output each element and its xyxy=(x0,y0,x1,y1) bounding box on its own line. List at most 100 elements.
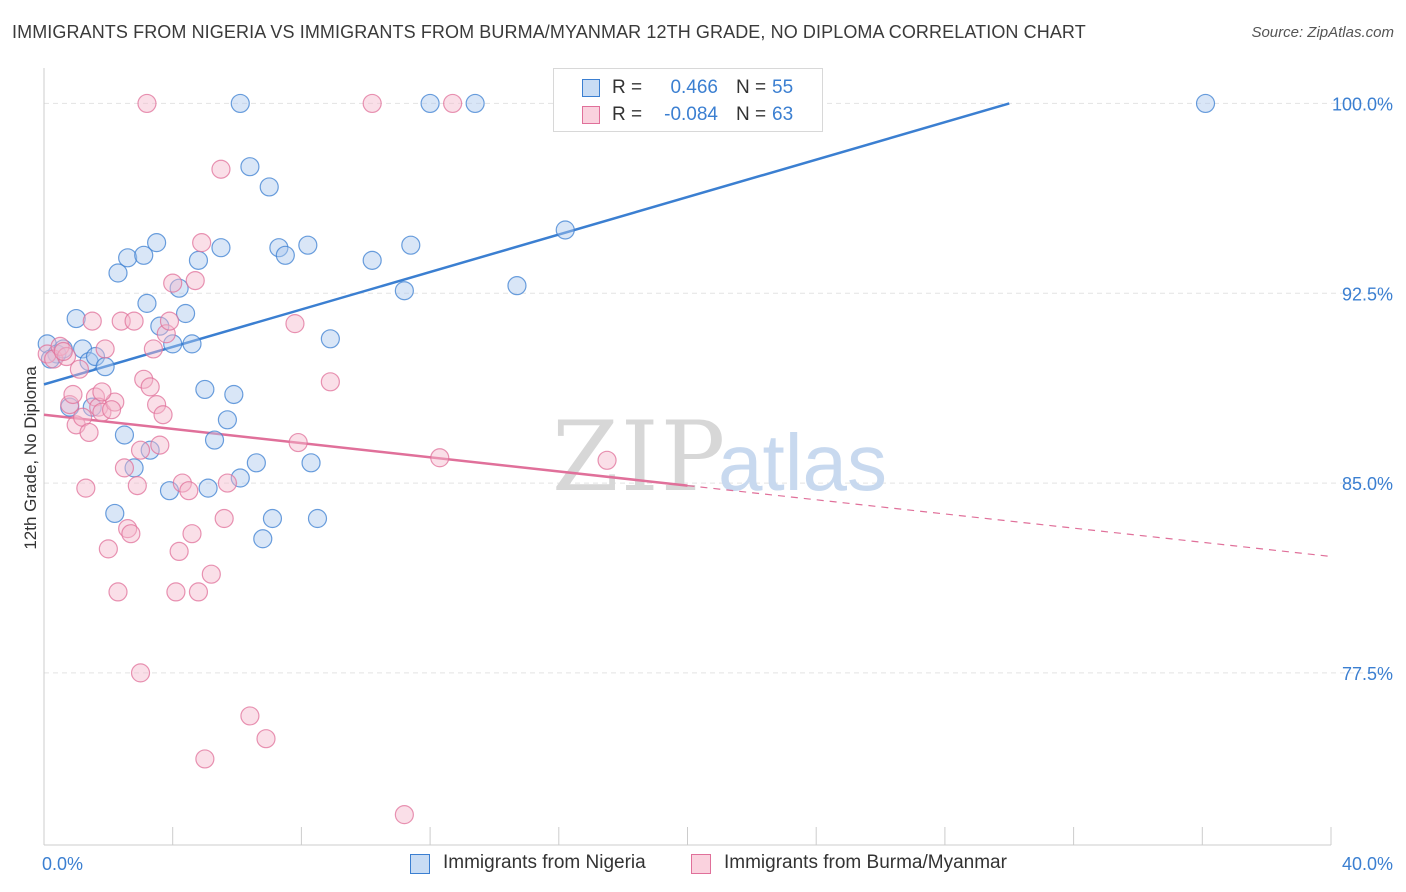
nigeria-point xyxy=(85,346,106,367)
y-tick-label: 100.0% xyxy=(1332,94,1393,114)
nigeria-point xyxy=(137,293,157,313)
correlation-legend: R = 0.466 N = 55 R = -0.084 N = 63 xyxy=(553,68,823,132)
burma-point xyxy=(320,372,340,392)
burma-point xyxy=(153,405,173,425)
y-tick-label: 77.5% xyxy=(1342,664,1393,684)
burma-point xyxy=(127,476,147,496)
nigeria-point xyxy=(224,384,244,405)
burma-point xyxy=(150,435,170,455)
data-points xyxy=(37,93,1216,825)
nigeria-point xyxy=(230,468,250,488)
burma-point xyxy=(92,382,112,402)
burma-trend-line xyxy=(43,413,688,487)
burma-point xyxy=(56,346,77,367)
burma-point xyxy=(185,270,205,291)
trend-lines xyxy=(43,102,1332,558)
nigeria-point xyxy=(394,281,414,301)
nigeria-point xyxy=(134,245,154,265)
nigeria-point xyxy=(195,379,215,400)
burma-point xyxy=(124,311,144,331)
legend-n-label: N = xyxy=(736,77,767,98)
legend-r-value: 0.466 xyxy=(670,77,718,98)
burma-point xyxy=(101,400,122,420)
burma-point xyxy=(98,539,118,559)
nigeria-point xyxy=(95,357,115,377)
burma-point xyxy=(82,311,102,331)
legend-swatch-pink xyxy=(582,106,600,124)
burma-point xyxy=(76,478,96,498)
nigeria-point xyxy=(262,508,283,529)
burma-point xyxy=(130,663,151,683)
burma-point xyxy=(430,448,450,468)
series-label: Immigrants from Burma/Myanmar xyxy=(724,852,1007,873)
y-tick-label: 85.0% xyxy=(1342,474,1393,494)
burma-point xyxy=(163,273,183,293)
burma-point xyxy=(79,422,99,443)
burma-point xyxy=(118,519,138,539)
y-axis-label: 12th Grade, No Diploma xyxy=(21,366,40,550)
nigeria-point xyxy=(298,235,318,255)
series-swatch-blue xyxy=(410,854,430,874)
nigeria-point xyxy=(301,453,321,473)
nigeria-point xyxy=(204,430,225,450)
nigeria-point xyxy=(198,478,218,498)
burma-point xyxy=(169,541,189,562)
nigeria-point xyxy=(230,93,250,114)
chart-title: IMMIGRANTS FROM NIGERIA VS IMMIGRANTS FR… xyxy=(12,22,1086,42)
nigeria-point xyxy=(401,235,421,255)
nigeria-point xyxy=(420,93,440,114)
nigeria-trend-line xyxy=(43,102,1010,386)
legend-swatch-blue xyxy=(582,79,600,97)
nigeria-point xyxy=(150,316,170,336)
burma-point xyxy=(121,524,141,544)
nigeria-point xyxy=(108,263,128,283)
nigeria-point xyxy=(246,453,266,473)
legend-r-label: R = xyxy=(612,104,643,125)
nigeria-point xyxy=(175,303,196,324)
nigeria-point xyxy=(275,245,295,265)
burma-point xyxy=(156,324,176,344)
burma-point xyxy=(114,458,135,478)
burma-point xyxy=(134,369,154,389)
nigeria-point xyxy=(307,508,328,529)
watermark-atlas: atlas xyxy=(718,418,887,507)
burma-point xyxy=(217,473,237,493)
nigeria-point xyxy=(211,238,231,258)
legend-n-label: N = xyxy=(736,104,767,125)
watermark-zip: ZIP xyxy=(552,401,727,513)
burma-point xyxy=(195,749,215,769)
x-tick-label: 0.0% xyxy=(42,854,83,874)
legend-r-value: -0.084 xyxy=(664,104,718,125)
nigeria-point xyxy=(320,329,340,349)
series-swatch-pink xyxy=(691,854,711,874)
burma-point xyxy=(285,314,305,334)
watermark: ZIP atlas xyxy=(552,401,887,513)
burma-point xyxy=(394,805,414,825)
burma-point xyxy=(172,473,192,493)
legend-r-label: R = xyxy=(612,77,643,98)
burma-point xyxy=(182,524,202,544)
burma-point xyxy=(147,395,167,415)
burma-point xyxy=(50,336,70,357)
burma-point xyxy=(362,93,382,114)
nigeria-point xyxy=(188,250,209,270)
nigeria-point xyxy=(147,233,167,253)
burma-point xyxy=(443,93,463,114)
legend-n-value: 63 xyxy=(772,104,794,125)
nigeria-point xyxy=(259,177,279,197)
burma-point xyxy=(201,564,221,584)
nigeria-point xyxy=(1195,93,1216,114)
burma-point xyxy=(53,341,73,362)
burma-trend-extension xyxy=(687,485,1332,558)
nigeria-point xyxy=(169,278,189,298)
burma-point xyxy=(137,93,157,114)
nigeria-point xyxy=(555,220,575,240)
legend-row-burma: R = -0.084 N = 63 xyxy=(554,102,822,128)
nigeria-point xyxy=(140,440,160,460)
burma-point xyxy=(69,359,89,379)
burma-point xyxy=(192,233,212,253)
nigeria-point xyxy=(253,529,273,549)
nigeria-point xyxy=(362,250,382,270)
nigeria-point xyxy=(240,157,260,177)
